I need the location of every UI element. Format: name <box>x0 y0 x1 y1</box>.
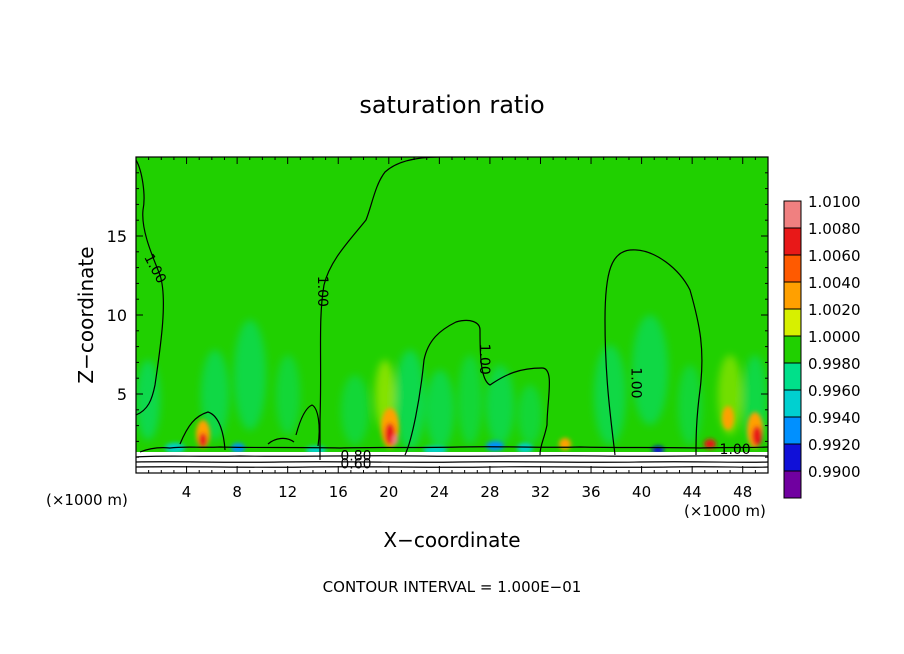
x-tick-label: 36 <box>581 483 600 501</box>
colorbar-swatch <box>784 255 801 282</box>
x-tick-label: 48 <box>733 483 752 501</box>
colorbar-swatch <box>784 228 801 255</box>
colorbar-label: 0.9920 <box>808 436 861 454</box>
heatmap-field: 1.001.001.001.001.000.800.60 <box>136 157 768 473</box>
colorbar-swatch <box>784 390 801 417</box>
colorbar-swatch <box>784 336 801 363</box>
y-axis-label: Z−coordinate <box>74 246 98 383</box>
chart-title: saturation ratio <box>359 91 544 119</box>
colorbar-swatch <box>784 363 801 390</box>
contour-label: 1.00 <box>476 344 492 375</box>
x-tick-label: 4 <box>182 483 192 501</box>
colorbar-label: 1.0060 <box>808 247 861 265</box>
colorbar-label: 1.0000 <box>808 328 861 346</box>
colorbar-label: 0.9940 <box>808 409 861 427</box>
colorbar-label: 0.9900 <box>808 463 861 481</box>
contour-label: 0.60 <box>340 456 371 472</box>
contour-label: 1.00 <box>627 367 643 398</box>
colorbar-label: 1.0020 <box>808 301 861 319</box>
colorbar-swatch <box>784 201 801 228</box>
x-axis-label: X−coordinate <box>383 528 520 552</box>
x-tick-label: 20 <box>379 483 398 501</box>
colorbar-swatch <box>784 444 801 471</box>
y-tick-label: 10 <box>107 306 127 325</box>
y-tick-label: 5 <box>117 385 127 404</box>
colorbar-swatch <box>784 309 801 336</box>
contour-lines <box>136 157 768 468</box>
colorbar-swatch <box>784 417 801 444</box>
x-tick-label: 40 <box>632 483 651 501</box>
contour-label: 0.80 <box>340 448 371 464</box>
colorbar-label: 1.0100 <box>808 193 861 211</box>
x-tick-label: 24 <box>430 483 449 501</box>
field-blobs-sharp <box>165 406 763 454</box>
colorbar-label: 0.9980 <box>808 355 861 373</box>
colorbar-label: 1.0040 <box>808 274 861 292</box>
contour-interval-note: CONTOUR INTERVAL = 1.000E−01 <box>323 578 582 596</box>
x-unit-right: (×1000 m) <box>684 502 766 520</box>
colorbar-swatch <box>784 471 801 498</box>
y-tick-label: 15 <box>107 227 127 246</box>
contour-label: 1.00 <box>314 276 330 307</box>
colorbar-label: 0.9960 <box>808 382 861 400</box>
x-tick-label: 32 <box>531 483 550 501</box>
x-tick-label: 12 <box>278 483 297 501</box>
x-tick-label: 44 <box>683 483 702 501</box>
contour-label: 1.00 <box>720 442 751 458</box>
colorbar: 1.0100 1.0080 1.0060 1.0040 1.0020 1.0000 0.99… <box>783 193 861 499</box>
colorbar-label: 1.0080 <box>808 220 861 238</box>
x-tick-label: 28 <box>480 483 499 501</box>
field-blobs-soft <box>136 315 767 450</box>
x-axis-ticks: 4 8 12 16 20 24 28 32 36 40 44 48 <box>148 157 756 501</box>
x-unit-left: (×1000 m) <box>46 491 128 509</box>
colorbar-swatch <box>784 282 801 309</box>
x-tick-label: 16 <box>329 483 348 501</box>
x-tick-label: 8 <box>232 483 242 501</box>
y-axis-ticks: 5 10 15 <box>107 172 768 458</box>
